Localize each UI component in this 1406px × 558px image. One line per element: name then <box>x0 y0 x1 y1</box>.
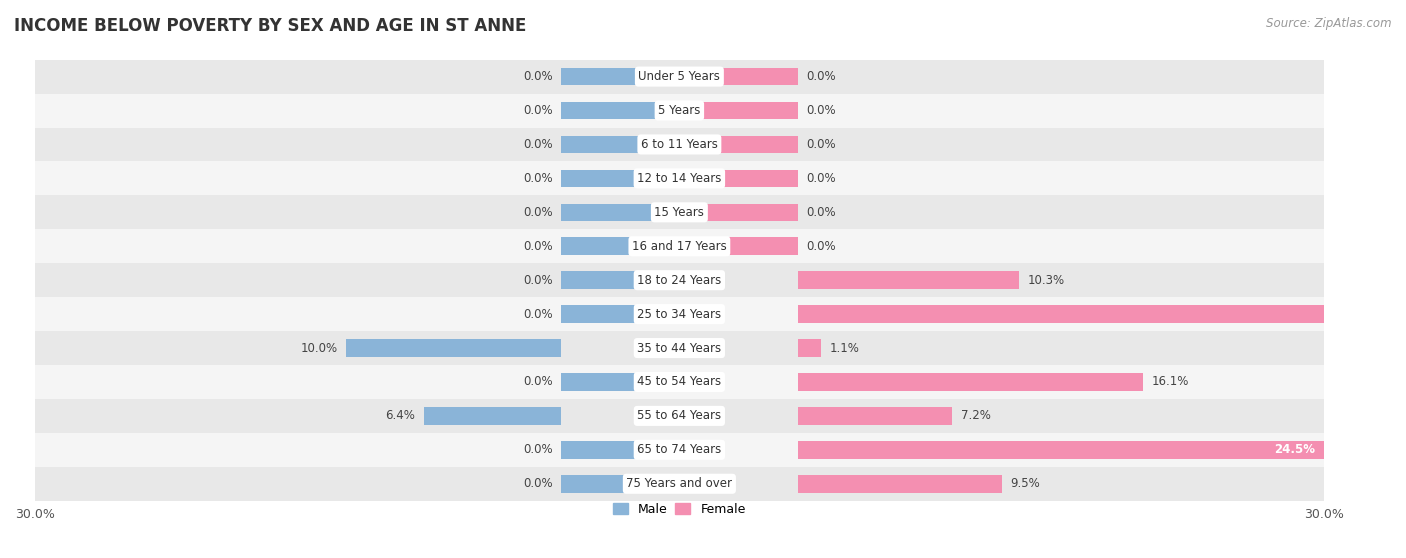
Bar <box>797 339 821 357</box>
Bar <box>561 68 679 85</box>
Bar <box>679 68 797 85</box>
Bar <box>35 331 1324 365</box>
Text: 0.0%: 0.0% <box>806 172 835 185</box>
Text: INCOME BELOW POVERTY BY SEX AND AGE IN ST ANNE: INCOME BELOW POVERTY BY SEX AND AGE IN S… <box>14 17 526 35</box>
Bar <box>35 399 1324 433</box>
Text: 55 to 64 Years: 55 to 64 Years <box>637 410 721 422</box>
Text: Source: ZipAtlas.com: Source: ZipAtlas.com <box>1267 17 1392 30</box>
Bar <box>561 204 679 221</box>
Text: 0.0%: 0.0% <box>523 104 553 117</box>
Bar <box>35 433 1324 467</box>
Text: 0.0%: 0.0% <box>523 307 553 321</box>
Bar <box>797 407 952 425</box>
Text: 0.0%: 0.0% <box>523 444 553 456</box>
Bar <box>35 94 1324 127</box>
Text: 45 to 54 Years: 45 to 54 Years <box>637 376 721 388</box>
Bar <box>797 305 1406 323</box>
Bar <box>561 102 679 119</box>
Text: 10.3%: 10.3% <box>1028 273 1064 287</box>
Text: 28.6%: 28.6% <box>1362 307 1403 321</box>
Text: 0.0%: 0.0% <box>523 206 553 219</box>
Bar <box>35 297 1324 331</box>
Bar <box>35 263 1324 297</box>
Bar <box>679 238 797 255</box>
Bar <box>679 204 797 221</box>
Text: 0.0%: 0.0% <box>523 376 553 388</box>
Text: Under 5 Years: Under 5 Years <box>638 70 720 83</box>
Text: 0.0%: 0.0% <box>806 138 835 151</box>
Text: 0.0%: 0.0% <box>806 70 835 83</box>
Text: 0.0%: 0.0% <box>523 70 553 83</box>
Bar <box>35 365 1324 399</box>
Text: 12 to 14 Years: 12 to 14 Years <box>637 172 721 185</box>
Text: 0.0%: 0.0% <box>806 240 835 253</box>
Text: 15 Years: 15 Years <box>654 206 704 219</box>
Bar <box>35 195 1324 229</box>
Bar <box>35 60 1324 94</box>
Text: 18 to 24 Years: 18 to 24 Years <box>637 273 721 287</box>
Text: 16.1%: 16.1% <box>1152 376 1189 388</box>
Text: 24.5%: 24.5% <box>1274 444 1315 456</box>
Bar <box>561 271 679 289</box>
Bar <box>797 441 1324 459</box>
Bar <box>797 271 1019 289</box>
Text: 0.0%: 0.0% <box>523 138 553 151</box>
Bar <box>561 170 679 187</box>
Text: 0.0%: 0.0% <box>806 104 835 117</box>
Text: 0.0%: 0.0% <box>523 477 553 490</box>
Bar <box>797 475 1001 493</box>
Bar <box>561 305 679 323</box>
Bar <box>561 136 679 153</box>
Text: 0.0%: 0.0% <box>523 240 553 253</box>
Text: 0.0%: 0.0% <box>806 206 835 219</box>
Text: 16 and 17 Years: 16 and 17 Years <box>631 240 727 253</box>
Text: 10.0%: 10.0% <box>301 341 337 354</box>
Text: 65 to 74 Years: 65 to 74 Years <box>637 444 721 456</box>
Text: 0.0%: 0.0% <box>523 273 553 287</box>
Bar <box>561 238 679 255</box>
Bar <box>561 441 679 459</box>
Text: 6 to 11 Years: 6 to 11 Years <box>641 138 718 151</box>
Bar <box>35 127 1324 161</box>
Text: 75 Years and over: 75 Years and over <box>626 477 733 490</box>
Bar <box>35 467 1324 501</box>
Legend: Male, Female: Male, Female <box>607 498 751 521</box>
Bar <box>679 170 797 187</box>
Bar <box>35 229 1324 263</box>
Text: 35 to 44 Years: 35 to 44 Years <box>637 341 721 354</box>
Bar <box>797 373 1143 391</box>
Text: 6.4%: 6.4% <box>385 410 415 422</box>
Bar <box>679 136 797 153</box>
Bar <box>561 373 679 391</box>
Text: 9.5%: 9.5% <box>1010 477 1040 490</box>
Bar <box>346 339 561 357</box>
Text: 7.2%: 7.2% <box>960 410 991 422</box>
Text: 0.0%: 0.0% <box>523 172 553 185</box>
Bar <box>35 161 1324 195</box>
Text: 5 Years: 5 Years <box>658 104 700 117</box>
Text: 25 to 34 Years: 25 to 34 Years <box>637 307 721 321</box>
Bar <box>561 475 679 493</box>
Bar <box>679 102 797 119</box>
Text: 1.1%: 1.1% <box>830 341 859 354</box>
Bar <box>423 407 561 425</box>
